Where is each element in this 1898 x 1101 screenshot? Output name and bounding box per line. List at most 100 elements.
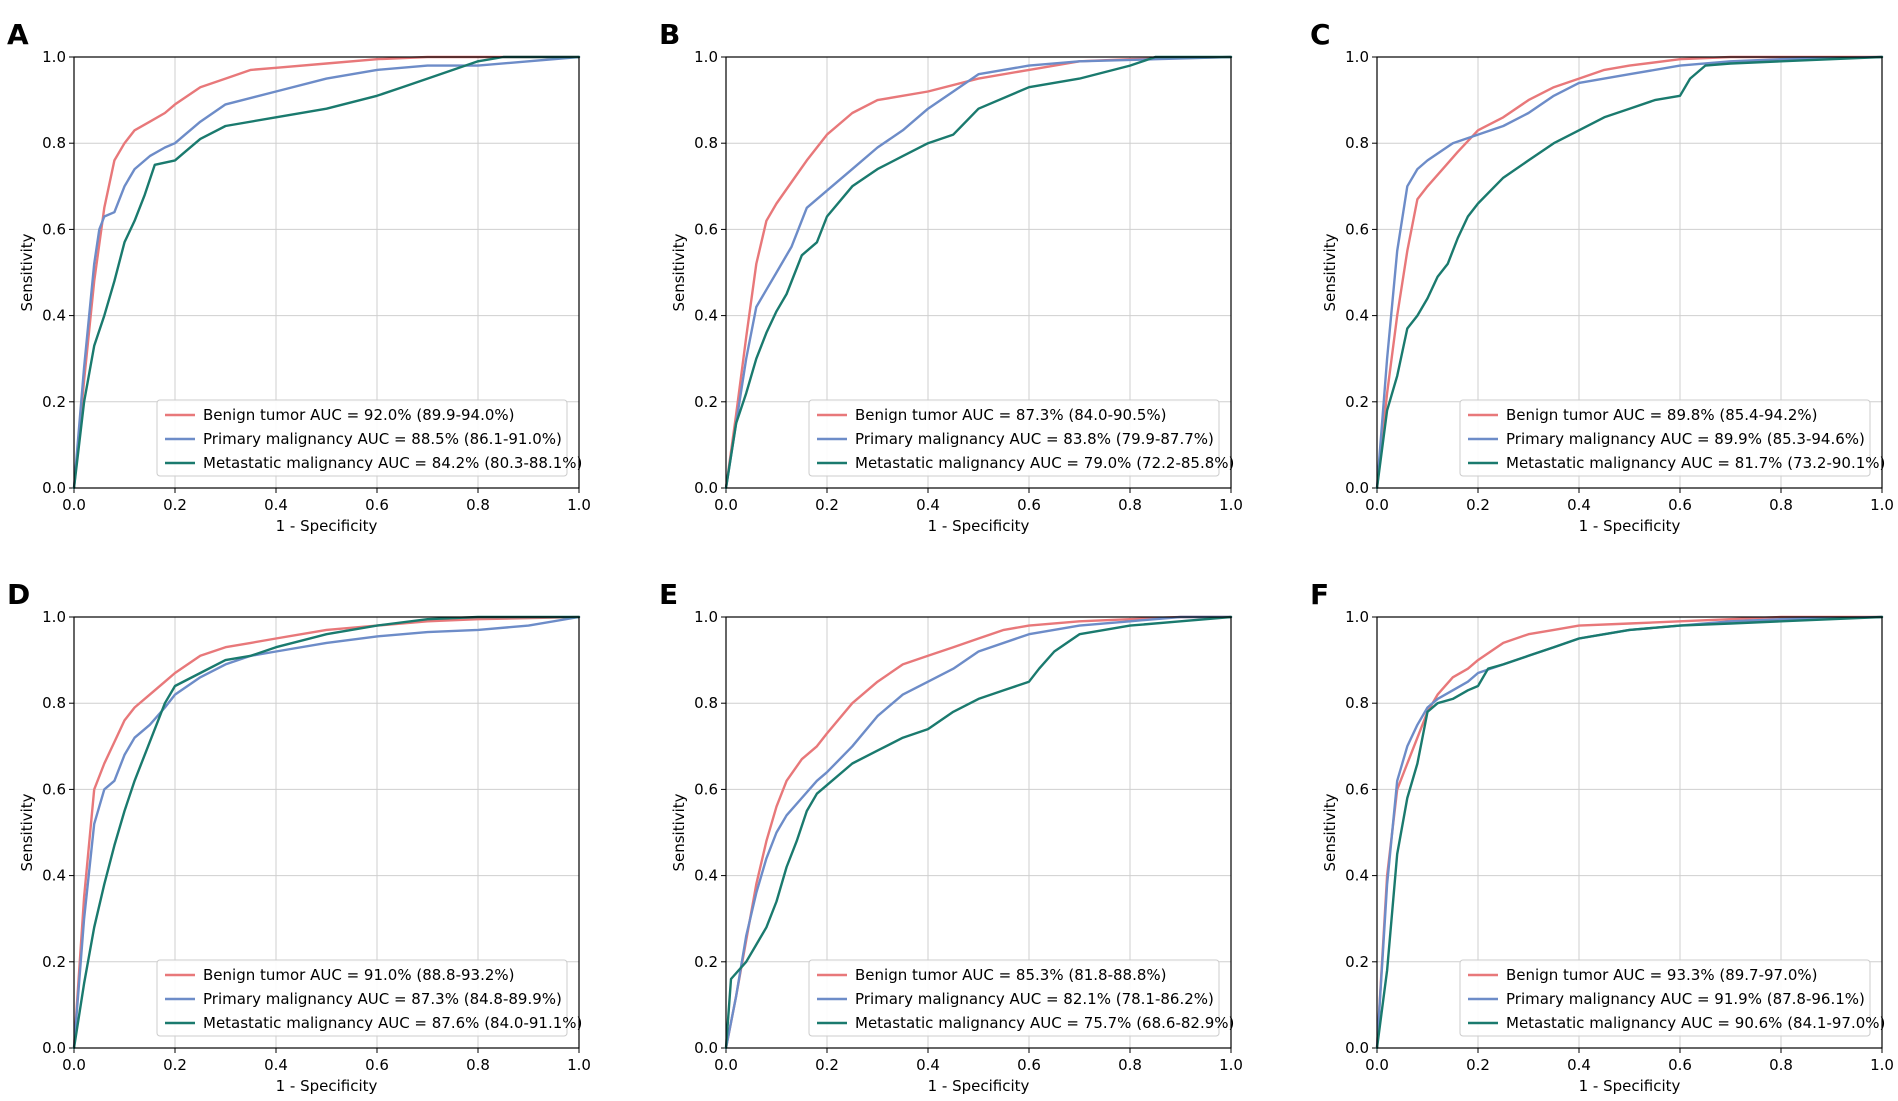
- chart-3-legend-label-1: Primary malignancy AUC = 87.3% (84.8-89.…: [203, 990, 562, 1008]
- chart-0-x-axis-label: 1 - Specificity: [276, 517, 378, 535]
- chart-2-legend-label-2: Metastatic malignancy AUC = 81.7% (73.2-…: [1506, 454, 1885, 472]
- chart-5-y-tick-label-0: 0.0: [1345, 1039, 1369, 1057]
- chart-3-x-tick-label-3: 0.6: [365, 1056, 389, 1074]
- chart-1-series-line-2: [724, 55, 1233, 490]
- chart-1-y-tick-label-3: 0.6: [694, 220, 718, 238]
- chart-5-y-axis-label: Sensitivity: [1321, 793, 1339, 871]
- chart-3-x-tick-label-0: 0.0: [62, 1056, 86, 1074]
- chart-4-y-tick-label-2: 0.4: [694, 867, 718, 885]
- chart-2-series-line-2: [1375, 55, 1884, 490]
- chart-3-x-tick-label-5: 1.0: [567, 1056, 591, 1074]
- chart-3-x-tick-label-2: 0.4: [264, 1056, 288, 1074]
- chart-2-y-tick-label-3: 0.6: [1345, 220, 1369, 238]
- chart-2-y-tick-label-4: 0.8: [1345, 134, 1369, 152]
- chart-2-x-tick-label-0: 0.0: [1365, 496, 1389, 514]
- chart-3-y-tick-label-2: 0.4: [42, 867, 66, 885]
- chart-3-legend-box: [156, 959, 568, 1037]
- chart-5-y-tick-label-3: 0.6: [1345, 780, 1369, 798]
- chart-5-y-tick-label-4: 0.8: [1345, 694, 1369, 712]
- chart-3-legend-label-2: Metastatic malignancy AUC = 87.6% (84.0-…: [203, 1014, 582, 1032]
- chart-0-legend-label-1: Primary malignancy AUC = 88.5% (86.1-91.…: [203, 430, 562, 448]
- chart-3-y-tick-label-4: 0.8: [42, 694, 66, 712]
- chart-5-x-tick-label-3: 0.6: [1668, 1056, 1692, 1074]
- chart-0-panel: A 0.0 0.2 0.4 0.6 0.8 1.0 0.0 0.2 0.4 0.6 0.8 1.0 1 -…: [7, 18, 591, 535]
- chart-4-legend-label-2: Metastatic malignancy AUC = 75.7% (68.6-…: [855, 1014, 1234, 1032]
- chart-0-legend-box: [156, 399, 568, 477]
- chart-0-legend-label-2: Metastatic malignancy AUC = 84.2% (80.3-…: [203, 454, 582, 472]
- chart-5-y-tick-label-2: 0.4: [1345, 867, 1369, 885]
- chart-0-x-tick-label-2: 0.4: [264, 496, 288, 514]
- chart-4-y-tick-label-5: 1.0: [694, 608, 718, 626]
- chart-4-y-tick-label-1: 0.2: [694, 953, 718, 971]
- chart-2-y-axis-label: Sensitivity: [1321, 233, 1339, 311]
- chart-5-plot-frame: [1376, 616, 1883, 1049]
- chart-5-panel: F 0.0 0.2 0.4 0.6 0.8 1.0 0.0 0.2 0.4 0.6 0.8 1.0 1 -…: [1310, 578, 1894, 1095]
- chart-2-x-tick-label-4: 0.8: [1769, 496, 1793, 514]
- chart-4-panel-letter: E: [659, 578, 678, 611]
- chart-3-y-axis-label: Sensitivity: [18, 793, 36, 871]
- chart-2-panel: C 0.0 0.2 0.4 0.6 0.8 1.0 0.0 0.2 0.4 0.6 0.8 1.0 1 -…: [1310, 18, 1894, 535]
- chart-0-panel-letter: A: [7, 18, 29, 51]
- chart-1-x-tick-label-0: 0.0: [714, 496, 738, 514]
- chart-0-y-tick-label-4: 0.8: [42, 134, 66, 152]
- chart-1-x-tick-label-1: 0.2: [815, 496, 839, 514]
- chart-5-legend-box: [1459, 959, 1871, 1037]
- chart-5-legend-label-2: Metastatic malignancy AUC = 90.6% (84.1-…: [1506, 1014, 1885, 1032]
- chart-2-series-line-0: [1375, 55, 1884, 490]
- chart-5-series-line-2: [1375, 615, 1884, 1050]
- chart-2-series-line-1: [1375, 55, 1884, 490]
- chart-1-legend-label-2: Metastatic malignancy AUC = 79.0% (72.2-…: [855, 454, 1234, 472]
- chart-2-y-tick-label-0: 0.0: [1345, 479, 1369, 497]
- chart-1-legend-label-0: Benign tumor AUC = 87.3% (84.0-90.5%): [855, 406, 1167, 424]
- chart-5-series-line-0: [1375, 615, 1884, 1050]
- chart-2-y-tick-label-1: 0.2: [1345, 393, 1369, 411]
- chart-5-legend-label-0: Benign tumor AUC = 93.3% (89.7-97.0%): [1506, 966, 1818, 984]
- chart-0-x-tick-label-3: 0.6: [365, 496, 389, 514]
- chart-2-x-tick-label-3: 0.6: [1668, 496, 1692, 514]
- chart-5-x-tick-label-0: 0.0: [1365, 1056, 1389, 1074]
- chart-1-y-tick-label-0: 0.0: [694, 479, 718, 497]
- chart-1-legend-box: [808, 399, 1220, 477]
- chart-0-x-tick-label-0: 0.0: [62, 496, 86, 514]
- chart-5-panel-letter: F: [1310, 578, 1329, 611]
- chart-1-y-axis-label: Sensitivity: [670, 233, 688, 311]
- chart-1-x-tick-label-5: 1.0: [1219, 496, 1243, 514]
- chart-0-series-line-1: [72, 55, 581, 490]
- chart-4-y-tick-label-0: 0.0: [694, 1039, 718, 1057]
- chart-2-x-tick-label-5: 1.0: [1870, 496, 1894, 514]
- chart-1-x-axis-label: 1 - Specificity: [928, 517, 1030, 535]
- chart-3-y-tick-label-3: 0.6: [42, 780, 66, 798]
- chart-1-y-tick-label-2: 0.4: [694, 307, 718, 325]
- chart-3-x-axis-label: 1 - Specificity: [276, 1077, 378, 1095]
- chart-0-y-tick-label-3: 0.6: [42, 220, 66, 238]
- chart-1-x-tick-label-4: 0.8: [1118, 496, 1142, 514]
- chart-4-y-tick-label-4: 0.8: [694, 694, 718, 712]
- chart-3-y-tick-label-5: 1.0: [42, 608, 66, 626]
- chart-2-legend-label-0: Benign tumor AUC = 89.8% (85.4-94.2%): [1506, 406, 1818, 424]
- chart-0-series-line-0: [72, 55, 581, 490]
- chart-4-x-tick-label-0: 0.0: [714, 1056, 738, 1074]
- chart-5-y-tick-label-5: 1.0: [1345, 608, 1369, 626]
- chart-0-y-tick-label-0: 0.0: [42, 479, 66, 497]
- chart-3-y-tick-label-0: 0.0: [42, 1039, 66, 1057]
- chart-1-panel: B 0.0 0.2 0.4 0.6 0.8 1.0 0.0 0.2 0.4 0.6 0.8 1.0 1 -…: [659, 18, 1243, 535]
- chart-3-panel-letter: D: [7, 578, 30, 611]
- chart-1-legend-label-1: Primary malignancy AUC = 83.8% (79.9-87.…: [855, 430, 1214, 448]
- chart-4-y-axis-label: Sensitivity: [670, 793, 688, 871]
- chart-4-x-tick-label-2: 0.4: [916, 1056, 940, 1074]
- chart-5-x-axis-label: 1 - Specificity: [1579, 1077, 1681, 1095]
- chart-2-plot-frame: [1376, 56, 1883, 489]
- chart-5-y-tick-label-1: 0.2: [1345, 953, 1369, 971]
- chart-4-y-tick-label-3: 0.6: [694, 780, 718, 798]
- chart-1-series-line-0: [724, 55, 1233, 490]
- chart-0-y-tick-label-5: 1.0: [42, 48, 66, 66]
- chart-5-x-tick-label-2: 0.4: [1567, 1056, 1591, 1074]
- chart-0-series-line-2: [72, 55, 581, 490]
- chart-0-y-tick-label-1: 0.2: [42, 393, 66, 411]
- chart-2-x-axis-label: 1 - Specificity: [1579, 517, 1681, 535]
- chart-4-series-line-0: [724, 615, 1233, 1050]
- chart-4-x-tick-label-1: 0.2: [815, 1056, 839, 1074]
- chart-1-panel-letter: B: [659, 18, 680, 51]
- chart-4-legend-box: [808, 959, 1220, 1037]
